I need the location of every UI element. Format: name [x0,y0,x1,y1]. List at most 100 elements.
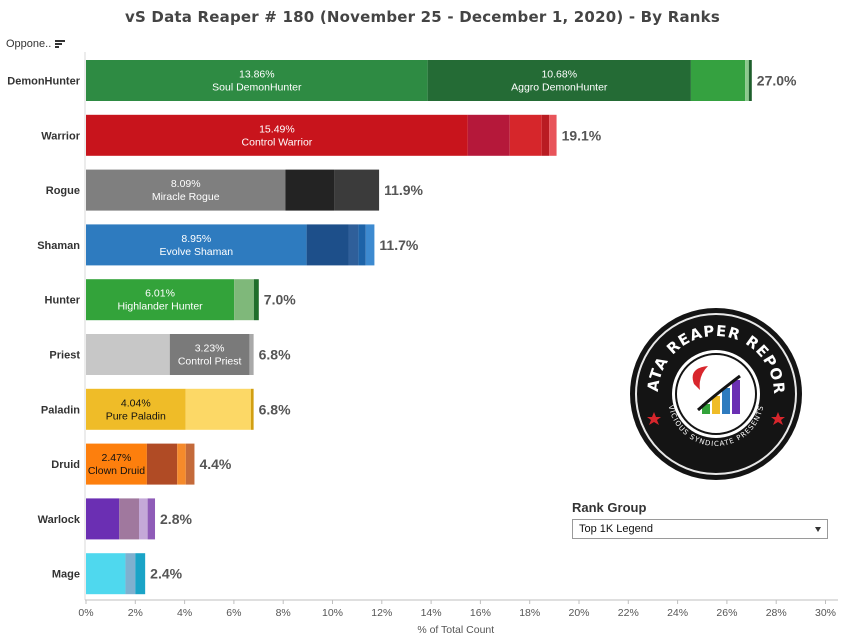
x-tick-label: 6% [226,607,241,619]
segment-archetype-label: Clown Druid [88,465,145,477]
segment-pct-label: 3.23% [195,343,225,355]
segment-archetype-label: Pure Paladin [106,410,166,422]
segment-archetype-label: Control Priest [178,356,242,368]
category-label: Hunter [45,295,81,307]
bar-total-label: 6.8% [259,401,291,417]
bar-segment [86,169,286,211]
segment-pct-label: 13.86% [239,69,275,81]
bar-segment [185,443,195,485]
rank-group-select[interactable]: Top 1K Legend [572,519,828,539]
bar-segment [549,114,557,156]
segment-pct-label: 4.04% [121,397,151,409]
bar-segment [86,224,307,266]
bar-segment [185,388,251,430]
x-tick-label: 10% [322,607,343,619]
segment-pct-label: 8.95% [181,233,211,245]
segment-archetype-label: Highlander Hunter [117,301,203,313]
bar-segment [748,60,752,101]
x-tick-label: 26% [716,607,737,619]
segment-archetype-label: Aggro DemonHunter [511,82,608,94]
category-label: Druid [51,459,80,471]
bar-segment [348,224,359,266]
bar-segment [358,224,366,266]
bar-segment [745,60,749,101]
bar-total-label: 7.0% [264,292,296,308]
bar-segment [86,388,186,430]
bar-total-label: 19.1% [562,127,602,143]
bar-segment [86,279,235,321]
bar-segment [285,169,335,211]
category-label: Shaman [37,240,80,252]
bar-segment [86,334,170,375]
segment-pct-label: 15.49% [259,123,295,135]
bar-total-label: 11.9% [384,182,423,198]
bar-total-label: 2.4% [150,566,182,582]
bar-segment [249,334,254,375]
x-tick-label: 22% [618,607,639,619]
category-label: Paladin [41,404,80,416]
segment-pct-label: 8.09% [171,178,201,190]
category-label: Warrior [41,130,80,142]
bar-total-label: 6.8% [259,347,291,363]
bar-segment [253,279,259,321]
bar-segment [135,553,146,595]
rank-group-selected-value: Top 1K Legend [579,523,654,535]
bar-segment [250,388,254,430]
category-label: Mage [52,569,80,581]
category-label: DemonHunter [7,76,80,88]
opponent-sort-control[interactable]: Oppone.. [6,38,66,50]
category-label: Warlock [38,514,81,526]
bar-total-label: 11.7% [379,237,418,253]
bar-segment [119,498,139,540]
bar-segment [334,169,380,211]
bar-total-label: 27.0% [757,73,797,89]
bar-total-label: 4.4% [199,456,231,472]
chevron-down-icon[interactable] [815,527,821,532]
rank-group-filter: Rank Group Top 1K Legend [572,500,828,539]
x-tick-label: 0% [78,607,93,619]
x-tick-label: 24% [667,607,688,619]
x-tick-label: 8% [276,607,291,619]
bar-segment [147,498,156,540]
bar-segment [86,553,126,595]
segment-pct-label: 2.47% [102,452,132,464]
bar-segment [125,553,136,595]
category-label: Priest [49,350,80,362]
bar-segment [509,114,542,156]
segment-archetype-label: Control Warrior [242,136,313,148]
bar-segment [169,334,250,375]
x-tick-label: 18% [519,607,540,619]
rank-group-label: Rank Group [572,500,647,515]
chart-title: vS Data Reaper # 180 (November 25 - Dece… [125,8,720,26]
x-tick-label: 14% [421,607,442,619]
segment-archetype-label: Soul DemonHunter [212,82,302,94]
segment-pct-label: 10.68% [541,69,577,81]
bar-segment [146,443,178,485]
bar-segment [177,443,186,485]
data-reaper-report-logo: DATA REAPER REPORT VICIOUS SYNDICATE PRE… [628,306,802,480]
bar-segment [306,224,349,266]
bar-segment [234,279,254,321]
x-tick-label: 28% [766,607,787,619]
x-tick-label: 2% [128,607,143,619]
bar-segment [541,114,550,156]
bar-segment [365,224,375,266]
sort-descending-icon[interactable] [55,40,66,48]
bar-segment [86,443,147,485]
segment-pct-label: 6.01% [145,288,175,300]
opponent-axis-header[interactable]: Oppone.. [6,38,52,50]
x-tick-label: 16% [470,607,491,619]
bar-segment [86,60,428,101]
segment-archetype-label: Evolve Shaman [160,246,234,258]
bar-segment [86,498,120,540]
x-tick-label: 12% [371,607,392,619]
x-tick-label: 20% [568,607,589,619]
bar-segment [690,60,746,101]
x-tick-label: 4% [177,607,192,619]
bar-segment [467,114,510,156]
bar-segment [138,498,148,540]
bar-segment [86,114,468,156]
bar-segment [427,60,691,101]
x-axis-title: % of Total Count [417,624,494,636]
